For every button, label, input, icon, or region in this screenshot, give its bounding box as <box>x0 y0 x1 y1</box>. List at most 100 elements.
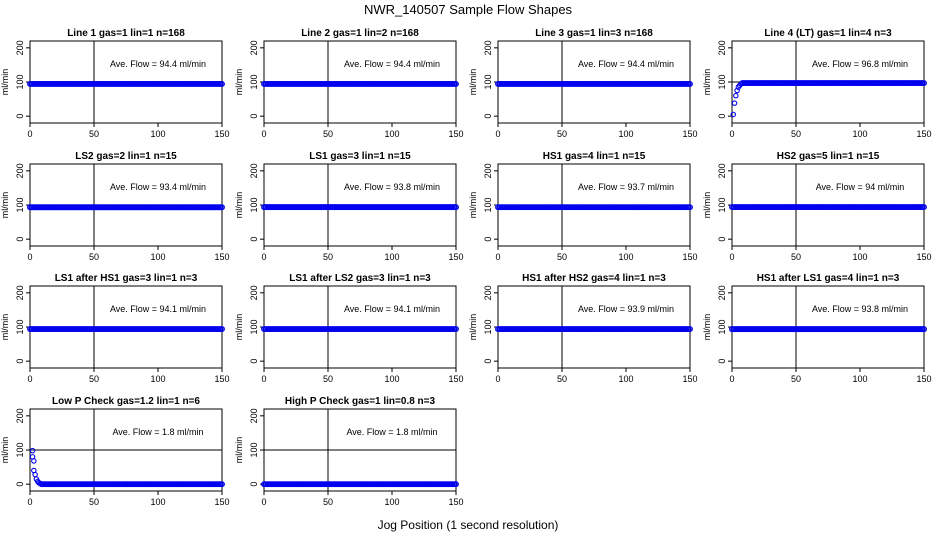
x-tick-label: 150 <box>916 252 931 262</box>
panel: Low P Check gas=1.2 lin=1 n=6 0 50 100 150 0 1… <box>0 396 230 507</box>
y-tick-label: 200 <box>249 408 259 423</box>
x-axis-title: Jog Position (1 second resolution) <box>377 518 559 532</box>
data-series <box>261 326 459 332</box>
panel: Line 4 (LT) gas=1 lin=4 n=3 0 50 100 150 0 100… <box>702 28 932 139</box>
y-tick-label: 200 <box>717 285 727 300</box>
x-tick-label: 50 <box>557 374 567 384</box>
x-tick-label: 150 <box>448 252 463 262</box>
y-tick-label: 100 <box>15 74 25 89</box>
y-tick-label: 100 <box>717 319 727 334</box>
y-tick-label: 200 <box>717 163 727 178</box>
average-flow-annotation: Ave. Flow = 94.1 ml/min <box>344 304 440 314</box>
x-tick-label: 50 <box>791 252 801 262</box>
y-tick-label: 0 <box>717 237 727 242</box>
data-series <box>495 204 693 211</box>
y-tick-label: 100 <box>15 197 25 212</box>
x-tick-label: 150 <box>916 374 931 384</box>
data-point <box>32 471 38 478</box>
data-series <box>495 326 693 333</box>
x-tick-label: 0 <box>27 497 32 507</box>
y-tick-label: 100 <box>15 319 25 334</box>
data-point <box>921 204 927 211</box>
data-point <box>453 481 459 488</box>
x-tick-label: 100 <box>384 374 399 384</box>
x-tick-label: 50 <box>89 497 99 507</box>
x-tick-label: 0 <box>261 129 266 139</box>
panel-title: LS1 after HS1 gas=3 lin=1 n=3 <box>55 273 198 284</box>
panel: HS1 gas=4 lin=1 n=15 0 50 100 150 0 100 200 ml/m… <box>468 151 698 262</box>
panel-title: LS1 after LS2 gas=3 lin=1 n=3 <box>289 273 431 284</box>
data-series <box>730 80 927 118</box>
average-flow-annotation: Ave. Flow = 94 ml/min <box>816 182 905 192</box>
x-tick-label: 100 <box>384 497 399 507</box>
x-tick-label: 150 <box>916 129 931 139</box>
data-series <box>729 326 927 333</box>
x-tick-label: 0 <box>729 374 734 384</box>
y-tick-label: 0 <box>717 359 727 364</box>
y-tick-label: 200 <box>15 408 25 423</box>
y-tick-label: 200 <box>483 40 493 55</box>
x-tick-label: 100 <box>150 129 165 139</box>
y-axis-label: ml/min <box>468 69 478 96</box>
x-tick-label: 100 <box>384 129 399 139</box>
x-tick-label: 0 <box>261 374 266 384</box>
y-tick-label: 100 <box>249 319 259 334</box>
data-series <box>495 80 693 87</box>
data-series <box>29 447 225 488</box>
x-tick-label: 0 <box>261 252 266 262</box>
panel-title: Low P Check gas=1.2 lin=1 n=6 <box>52 396 200 407</box>
x-tick-label: 100 <box>618 252 633 262</box>
x-tick-label: 50 <box>557 129 567 139</box>
y-tick-label: 100 <box>249 74 259 89</box>
panel: LS1 after HS1 gas=3 lin=1 n=3 0 50 100 150 0 1… <box>0 273 230 384</box>
average-flow-annotation: Ave. Flow = 94.4 ml/min <box>110 59 206 69</box>
panel-title: HS1 after HS2 gas=4 lin=1 n=3 <box>522 273 666 284</box>
x-tick-label: 100 <box>150 497 165 507</box>
y-tick-label: 100 <box>483 74 493 89</box>
panel: High P Check gas=1 lin=0.8 n=3 0 50 100 150 0… <box>234 396 464 507</box>
x-tick-label: 150 <box>682 129 697 139</box>
x-tick-label: 100 <box>618 129 633 139</box>
y-tick-label: 0 <box>15 114 25 119</box>
y-tick-label: 100 <box>717 197 727 212</box>
y-tick-label: 200 <box>15 285 25 300</box>
panel-title: LS2 gas=2 lin=1 n=15 <box>75 151 177 162</box>
data-point <box>921 80 927 87</box>
data-point <box>29 447 36 454</box>
average-flow-annotation: Ave. Flow = 93.4 ml/min <box>110 182 206 192</box>
y-tick-label: 100 <box>249 442 259 457</box>
average-flow-annotation: Ave. Flow = 94.4 ml/min <box>344 59 440 69</box>
panel-title: Line 4 (LT) gas=1 lin=4 n=3 <box>764 28 892 39</box>
x-tick-label: 50 <box>323 129 333 139</box>
x-tick-label: 150 <box>214 374 229 384</box>
data-series <box>261 204 459 211</box>
y-axis-label: ml/min <box>0 192 10 219</box>
panel: LS1 gas=3 lin=1 n=15 0 50 100 150 0 100 200 ml/m… <box>234 151 464 262</box>
y-axis-label: ml/min <box>468 192 478 219</box>
data-point <box>733 92 739 99</box>
panel: Line 2 gas=1 lin=2 n=168 0 50 100 150 0 100 200… <box>234 28 464 139</box>
data-point <box>730 111 737 118</box>
x-tick-label: 50 <box>323 374 333 384</box>
average-flow-annotation: Ave. Flow = 93.7 ml/min <box>578 182 674 192</box>
data-series <box>729 204 927 211</box>
y-axis-label: ml/min <box>702 69 712 96</box>
y-tick-label: 100 <box>15 442 25 457</box>
panel-title: Line 2 gas=1 lin=2 n=168 <box>301 28 419 39</box>
x-tick-label: 0 <box>261 497 266 507</box>
y-tick-label: 0 <box>249 359 259 364</box>
average-flow-annotation: Ave. Flow = 96.8 ml/min <box>812 59 908 69</box>
y-tick-label: 100 <box>249 197 259 212</box>
panel: LS1 after LS2 gas=3 lin=1 n=3 0 50 100 150 0 1… <box>234 273 464 384</box>
y-tick-label: 200 <box>483 163 493 178</box>
data-point <box>687 80 693 87</box>
panel-title: HS2 gas=5 lin=1 n=15 <box>777 151 880 162</box>
x-tick-label: 0 <box>729 129 734 139</box>
panel-title: High P Check gas=1 lin=0.8 n=3 <box>285 396 436 407</box>
y-axis-label: ml/min <box>0 437 10 464</box>
y-tick-label: 200 <box>15 163 25 178</box>
x-tick-label: 0 <box>27 374 32 384</box>
data-point <box>219 80 225 87</box>
x-tick-label: 150 <box>214 497 229 507</box>
y-axis-label: ml/min <box>0 314 10 341</box>
